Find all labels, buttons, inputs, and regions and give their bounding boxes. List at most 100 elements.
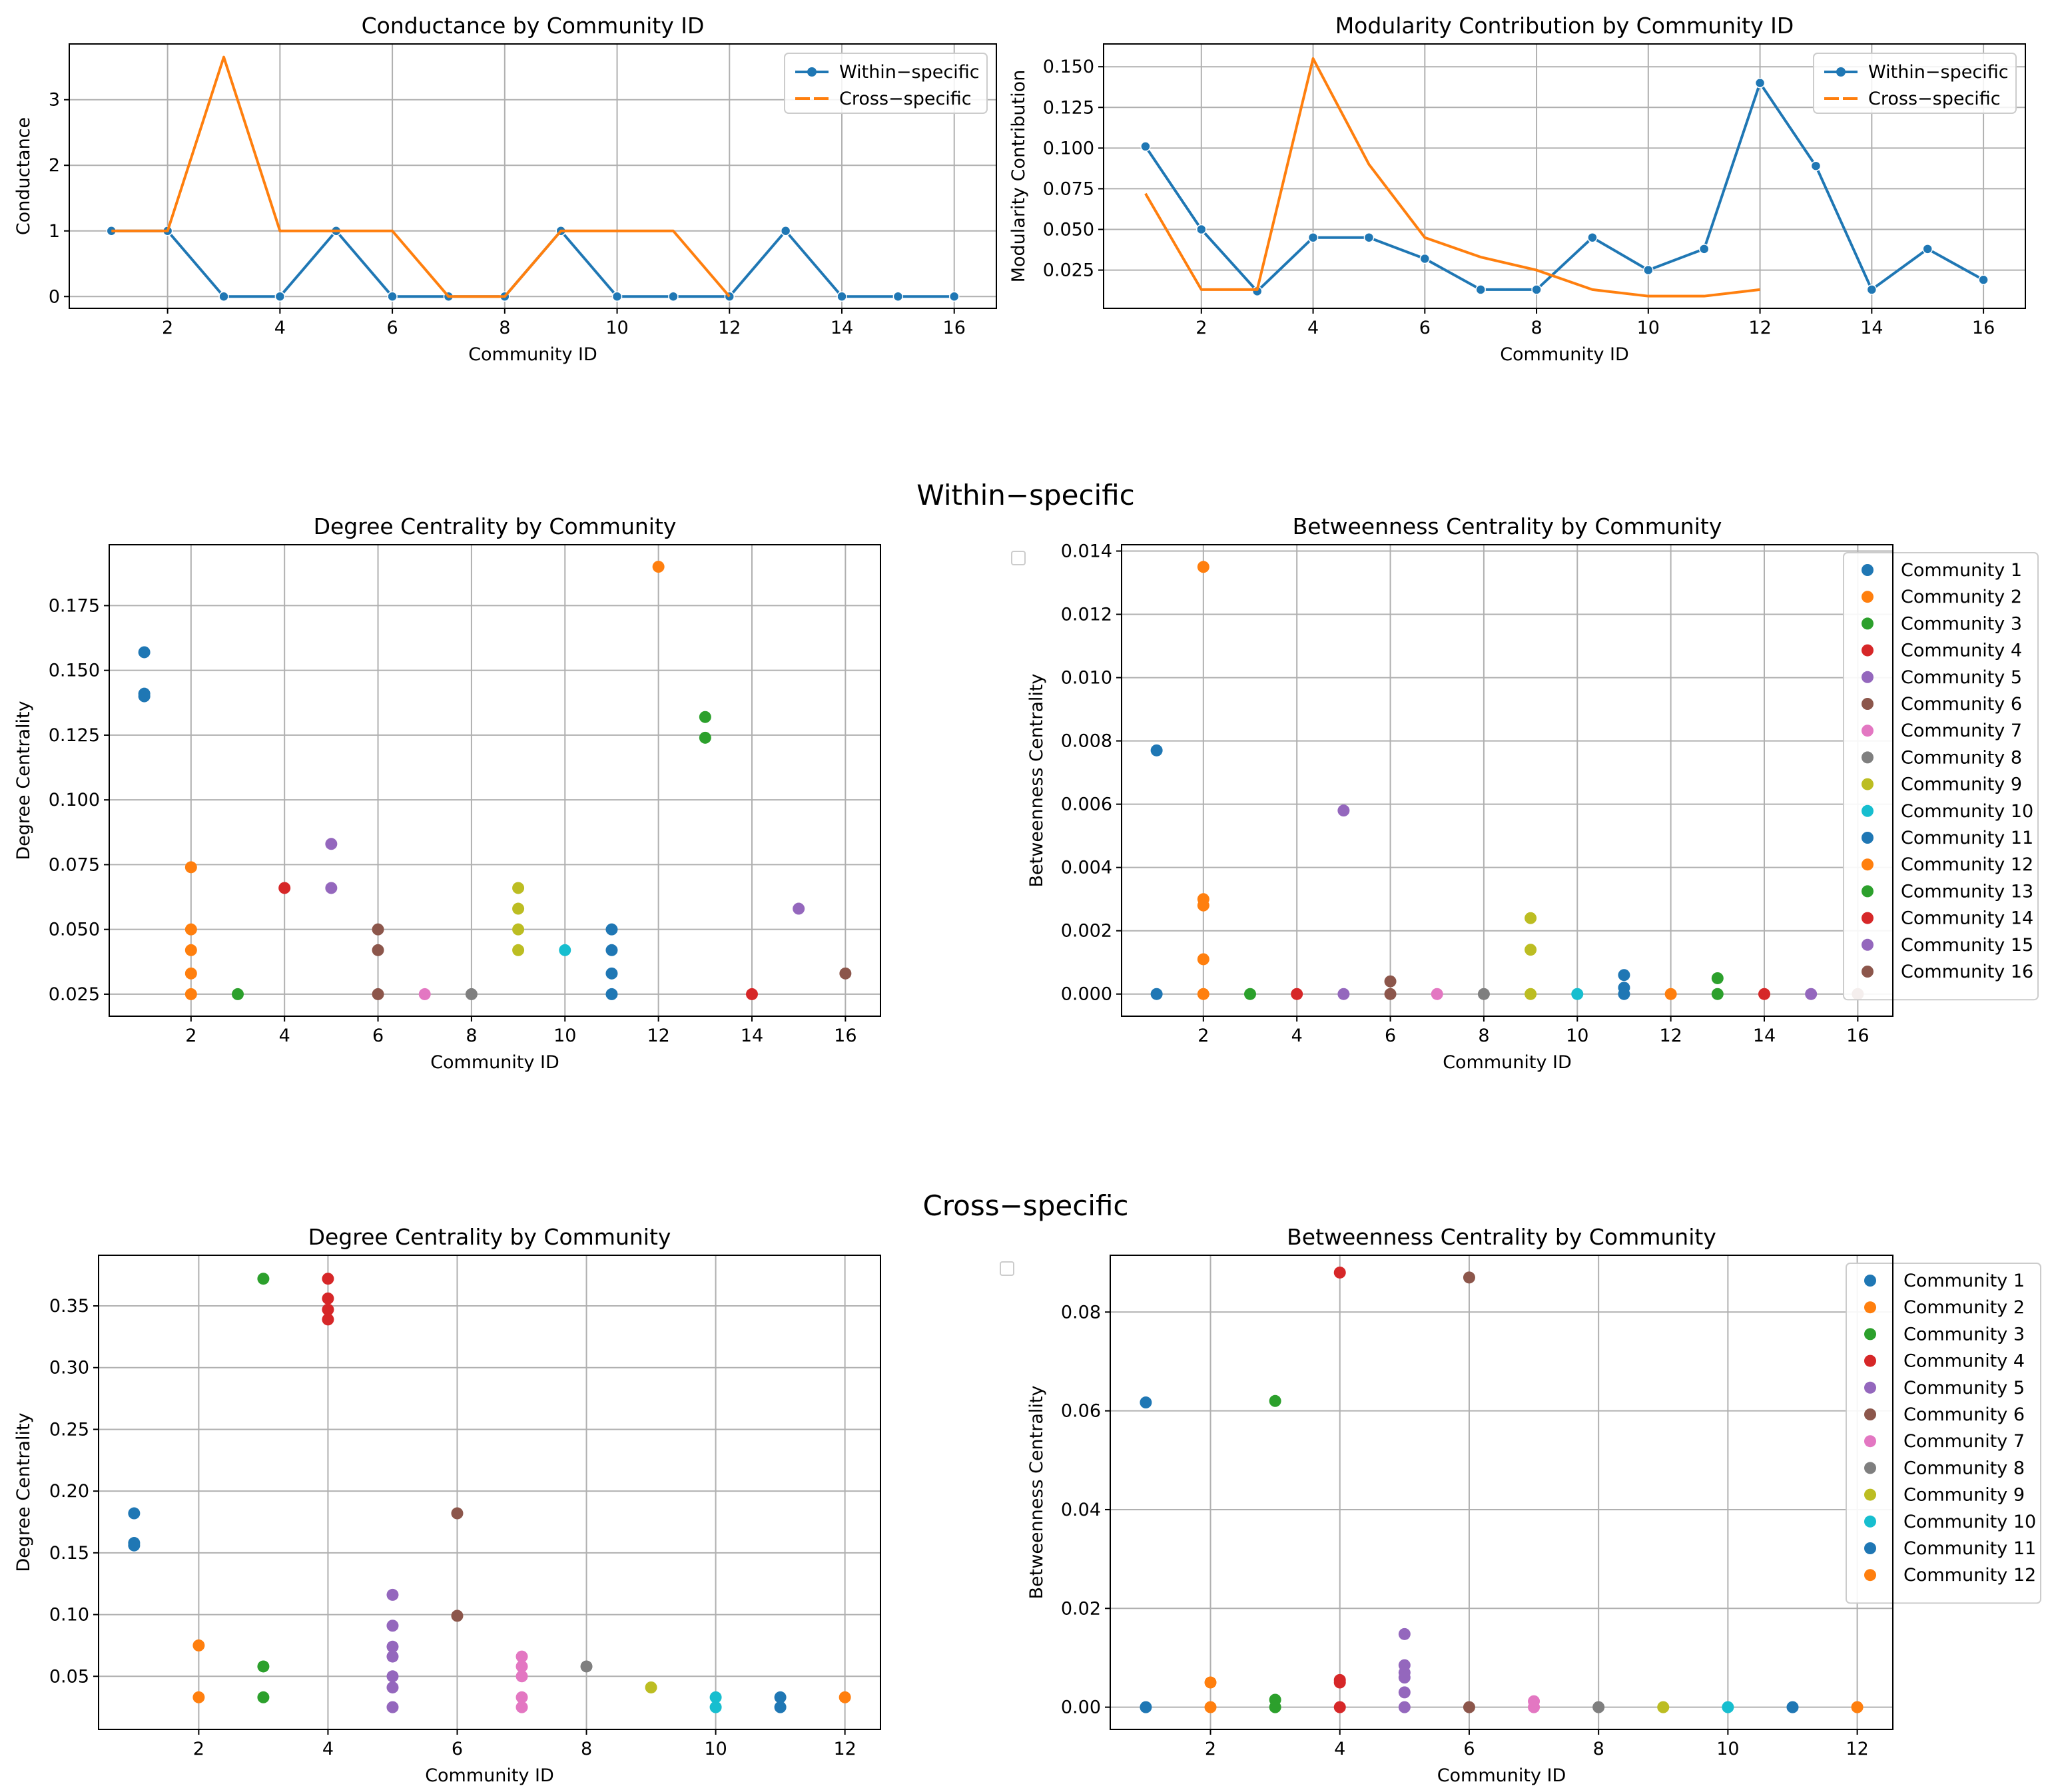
- scatter-point: [1333, 1676, 1346, 1689]
- scatter-point: [138, 646, 151, 659]
- chart-title: Modularity Contribution by Community ID: [1335, 13, 1794, 39]
- scatter-point: [325, 838, 338, 850]
- y-tick-label: 2: [49, 155, 60, 176]
- scatter-point: [232, 988, 244, 1000]
- scatter-point: [1140, 1396, 1152, 1409]
- legend-label: Community 11: [1903, 1538, 2036, 1559]
- legend-label: Community 12: [1901, 854, 2033, 875]
- charts-container: 2 4 6 8 10 12 14 160123Within−specificCross−spe…: [13, 13, 2041, 1786]
- legend-label: Community 3: [1903, 1324, 2025, 1344]
- scatter-point: [257, 1660, 270, 1673]
- data-point: [1866, 284, 1878, 295]
- plot-frame: [1103, 43, 2026, 309]
- scatter-point: [1337, 804, 1350, 817]
- scatter-point: [184, 967, 197, 980]
- x-tick-label: 12: [1748, 318, 1771, 338]
- legend-label: Community 11: [1901, 828, 2033, 848]
- legend-label: Community 7: [1903, 1431, 2025, 1452]
- plot-frame: [109, 544, 881, 1017]
- scatter-point: [1525, 988, 1537, 1000]
- scatter-point: [322, 1273, 334, 1285]
- data-point: [387, 291, 398, 302]
- data-point: [1531, 284, 1542, 295]
- scatter-point: [1398, 1701, 1411, 1713]
- legend-label: Community 16: [1901, 962, 2033, 982]
- legend-marker: [1864, 1515, 1876, 1528]
- x-tick-label: 10: [553, 1026, 576, 1046]
- scatter-point: [515, 1660, 528, 1673]
- scatter-point: [605, 923, 618, 936]
- scatter-point: [192, 1691, 205, 1703]
- scatter-point: [1758, 988, 1770, 1000]
- y-tick-label: 0.06: [1061, 1401, 1101, 1422]
- scatter-point: [512, 923, 525, 936]
- data-point: [274, 291, 286, 302]
- x-tick-label: 2: [1205, 1739, 1216, 1759]
- legend-label: Community 9: [1901, 774, 2022, 795]
- x-tick-label: 4: [1334, 1739, 1345, 1759]
- legend-label: Community 1: [1903, 1271, 2025, 1291]
- chart-title: Betweenness Centrality by Community: [1287, 1224, 1716, 1250]
- scatter-point: [322, 1303, 334, 1316]
- legend-box: [784, 53, 988, 114]
- legend-label: Within−specific: [1868, 62, 2009, 83]
- chart-modularity: 2 4 6 8 10 12 14 16 0.025 0.050 0.075 0.100 0.125 0.1…: [1008, 13, 2026, 365]
- scatter-point: [1786, 1701, 1799, 1713]
- scatter-point: [386, 1640, 399, 1653]
- scatter-point: [184, 944, 197, 956]
- plot-frame: [1121, 544, 1893, 1017]
- scatter-point: [451, 1610, 464, 1622]
- x-tick-label: 14: [831, 318, 853, 338]
- legend-label: Cross−specific: [1868, 89, 2001, 109]
- legend-label: Community 12: [1903, 1565, 2036, 1586]
- legend-marker: [1864, 1354, 1876, 1367]
- x-tick-label: 12: [647, 1026, 669, 1046]
- series-line-0: [1144, 81, 1985, 293]
- y-tick-label: 0.04: [1061, 1500, 1101, 1520]
- scatter-point: [1525, 912, 1537, 924]
- scatter-point: [1204, 1676, 1217, 1689]
- legend-marker: [1864, 1275, 1876, 1287]
- plot-frame: [1110, 1255, 1893, 1730]
- legend-marker: [1862, 912, 1874, 924]
- scatter-point: [605, 988, 618, 1000]
- scatter-point: [1525, 944, 1537, 956]
- legend-marker: [1862, 804, 1874, 817]
- y-tick-label: 0.150: [1043, 57, 1094, 77]
- y-tick-label: 1: [49, 221, 60, 242]
- scatter-point: [605, 944, 618, 956]
- scatter-point: [1851, 1701, 1864, 1713]
- legend-label: Cross−specific: [839, 89, 972, 109]
- x-tick-label: 12: [1846, 1739, 1868, 1759]
- legend-label: Community 8: [1901, 747, 2022, 768]
- data-point: [611, 291, 623, 302]
- x-tick-label: 10: [1566, 1026, 1588, 1046]
- legend-marker: [1864, 1408, 1876, 1420]
- scatter-point: [1291, 988, 1303, 1000]
- x-tick-label: 8: [1593, 1739, 1604, 1759]
- scatter-point: [1618, 988, 1630, 1000]
- legend-marker: [1862, 591, 1874, 603]
- legend-label: Community 4: [1903, 1351, 2025, 1372]
- scatter-point: [1244, 988, 1256, 1000]
- scatter-point: [515, 1650, 528, 1663]
- scatter-point: [515, 1670, 528, 1683]
- scatter-point: [774, 1691, 787, 1703]
- plot-frame: [98, 1255, 881, 1730]
- scatter-point: [559, 944, 571, 956]
- x-tick-label: 8: [1478, 1026, 1489, 1046]
- legend-label: Community 8: [1903, 1458, 2025, 1478]
- scatter-point: [184, 861, 197, 874]
- data-point: [1140, 141, 1151, 152]
- x-tick-label: 6: [386, 318, 398, 338]
- legend-label: Within−specific: [839, 62, 980, 83]
- scatter-point: [774, 1701, 787, 1713]
- x-tick-label: 2: [185, 1026, 196, 1046]
- scatter-point: [512, 882, 525, 894]
- x-tick-label: 8: [466, 1026, 477, 1046]
- x-tick-label: 10: [704, 1739, 727, 1759]
- data-point: [948, 291, 960, 302]
- legend-label: Community 15: [1901, 935, 2033, 956]
- y-tick-label: 0.002: [1061, 921, 1112, 942]
- legend-marker: [1862, 644, 1874, 657]
